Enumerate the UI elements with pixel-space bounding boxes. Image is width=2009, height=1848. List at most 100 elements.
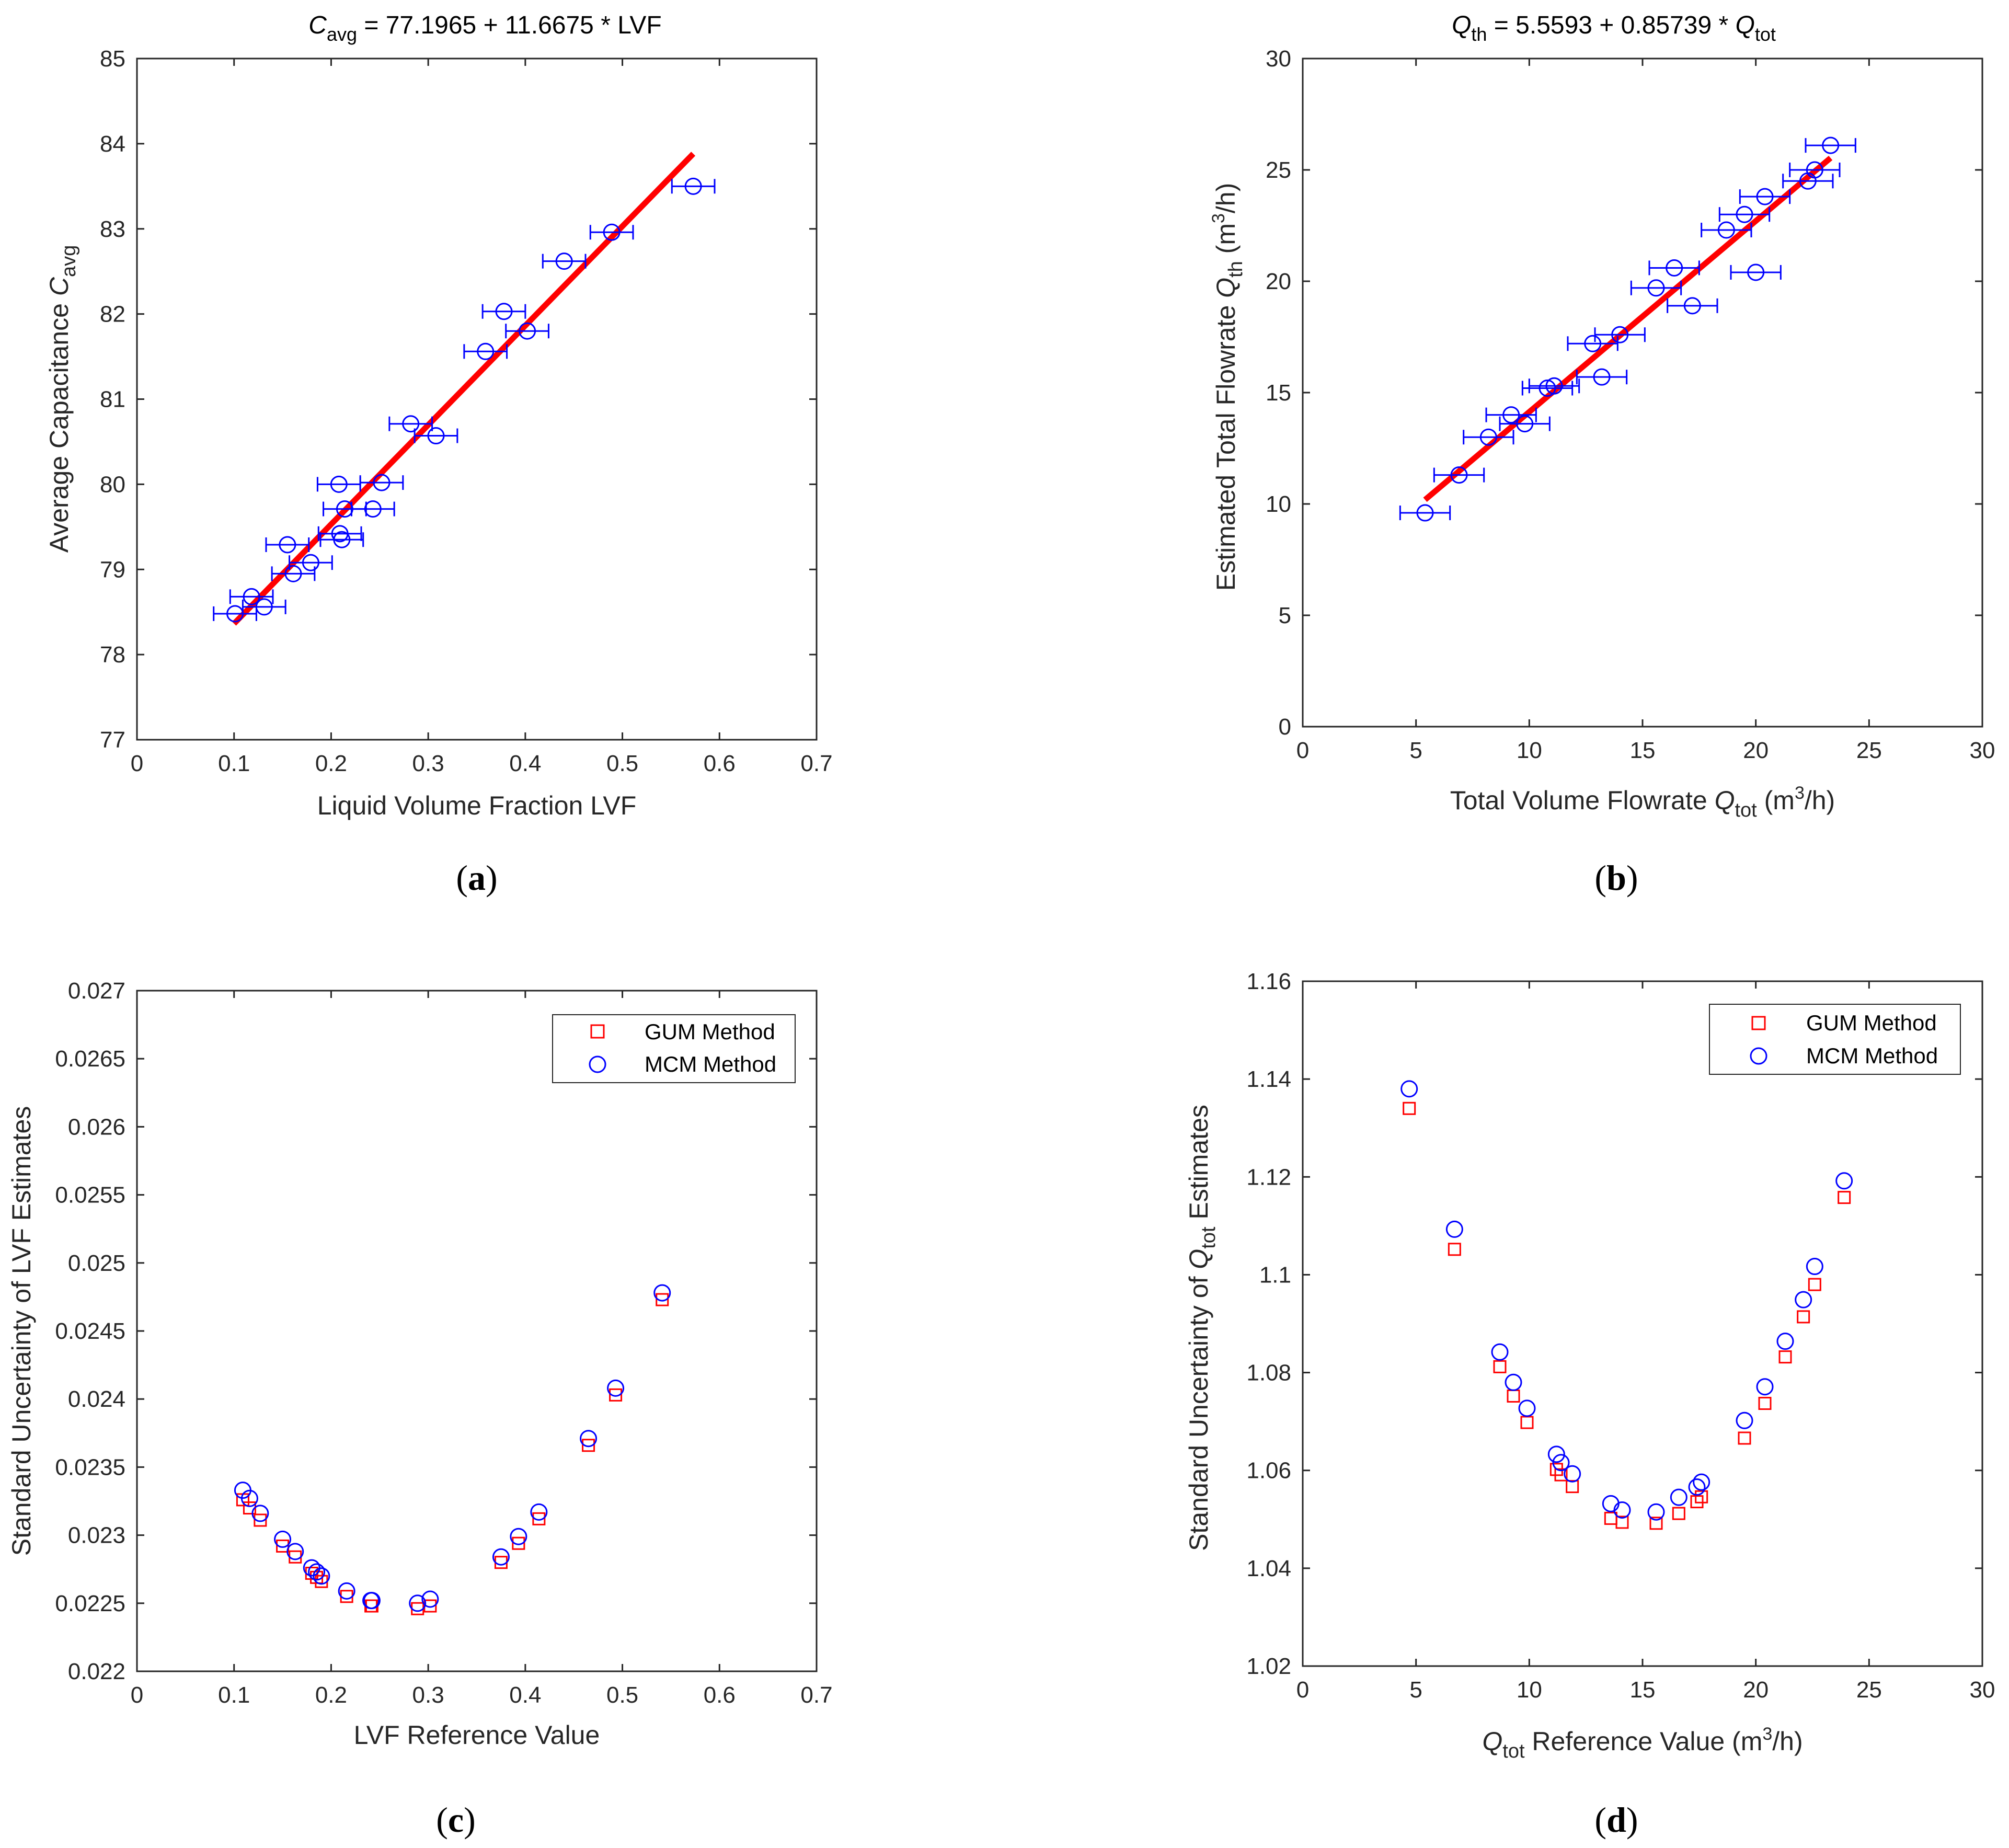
panel-d-mcm-point bbox=[1400, 1080, 1418, 1098]
panel-b-y-ticks: 0 5 10 15 20 25 30 bbox=[1266, 46, 1982, 740]
panel-c-gum-point bbox=[276, 1539, 290, 1553]
panel-c-y-tick-label: 0.027 bbox=[68, 978, 125, 1004]
panel-b-data-point bbox=[1683, 297, 1701, 315]
panel-a-data-point bbox=[427, 427, 445, 445]
panel-c-mcm-point bbox=[510, 1528, 527, 1545]
panel-b-data-point bbox=[1822, 136, 1840, 154]
panel-d-mcm-point bbox=[1445, 1220, 1463, 1238]
panel-d-x-tick-label: 10 bbox=[1517, 1677, 1542, 1703]
panel-c-mcm-point bbox=[251, 1505, 269, 1522]
panel-b-title: Qth = 5.5593 + 0.85739 * Qtot bbox=[1452, 12, 1776, 45]
panel-a-data-point bbox=[243, 588, 260, 605]
panel-c-mcm-point bbox=[338, 1582, 355, 1600]
panel-d-x-ticks: 0 5 10 15 20 25 30 bbox=[1296, 981, 1995, 1703]
panel-a-y-tick-label: 85 bbox=[100, 46, 125, 72]
panel-c-mcm-point bbox=[653, 1284, 671, 1302]
panel-d-caption: (d) bbox=[1594, 1800, 1638, 1840]
panel-d-x-tick-label: 25 bbox=[1856, 1677, 1882, 1703]
panel-b-x-tick-label: 30 bbox=[1970, 738, 1995, 763]
panel-c-y-tick-label: 0.022 bbox=[68, 1659, 125, 1684]
panel-b-x-tick-label: 20 bbox=[1743, 738, 1769, 763]
panel-b-data-point bbox=[1611, 326, 1629, 343]
panel-d-gum-point bbox=[1649, 1517, 1663, 1530]
panel-d-legend: GUM Method MCM Method bbox=[1709, 1004, 1961, 1075]
panel-c-x-tick-label: 0.3 bbox=[412, 1682, 444, 1708]
panel-d-legend-box bbox=[1709, 1004, 1961, 1075]
panel-d-mcm-point bbox=[1736, 1411, 1753, 1429]
panel-c-x-tick-label: 0.5 bbox=[606, 1682, 638, 1708]
panel-d-mcm-point bbox=[1795, 1291, 1812, 1308]
panel-c-mcm-point bbox=[409, 1594, 427, 1612]
panel-d-x-tick-label: 5 bbox=[1409, 1677, 1422, 1703]
panel-b-x-tick-label: 15 bbox=[1630, 738, 1656, 763]
panel-d-y-label: Standard Uncertainty of Qtot Estimates bbox=[1184, 1105, 1220, 1551]
panel-b-data-point bbox=[1516, 415, 1534, 433]
panel-a-data-point bbox=[331, 525, 349, 543]
panel-a-plot-area bbox=[136, 58, 818, 741]
panel-a-x-tick-label: 0.2 bbox=[315, 751, 347, 776]
panel-d-mcm-point bbox=[1552, 1454, 1570, 1472]
panel-b-x-label: Total Volume Flowrate Qtot (m3/h) bbox=[1450, 783, 1835, 821]
panel-c-y-tick-label: 0.023 bbox=[68, 1523, 125, 1548]
panel-d-gum-point bbox=[1493, 1360, 1507, 1373]
panel-a-x-tick-label: 0.1 bbox=[218, 751, 250, 776]
panel-a-y-tick-label: 83 bbox=[100, 216, 125, 242]
panel-d-y-tick-label: 1.16 bbox=[1246, 969, 1291, 994]
panel-b-points-layer bbox=[1399, 136, 1856, 522]
panel-a-data-point bbox=[477, 342, 495, 360]
panel-a-x-tick-label: 0.7 bbox=[800, 751, 832, 776]
panel-a-y-label: Average Capacitance Cavg bbox=[44, 245, 80, 553]
panel-a-y-tick-label: 79 bbox=[100, 557, 125, 582]
panel-a-chart: Cavg = 77.1965 + 11.6675 * LVF 0 0.1 0.2 0.… bbox=[44, 12, 833, 898]
panel-b-data-point bbox=[1806, 161, 1823, 179]
panel-a-y-tick-label: 82 bbox=[100, 302, 125, 327]
panel-c-mcm-point bbox=[286, 1543, 304, 1560]
panel-d-y-tick-label: 1.14 bbox=[1246, 1066, 1291, 1092]
panel-c-gum-point bbox=[512, 1536, 525, 1550]
panel-c-y-tick-label: 0.0245 bbox=[55, 1318, 125, 1344]
panel-b-data-point bbox=[1545, 377, 1563, 395]
panel-b-data-point bbox=[1416, 504, 1434, 522]
panel-b-y-tick-label: 5 bbox=[1279, 603, 1291, 628]
panel-a-data-point bbox=[284, 565, 302, 582]
panel-d-mcm-point bbox=[1518, 1399, 1536, 1417]
panel-d-gum-point bbox=[1566, 1480, 1579, 1494]
panel-d-mcm-point bbox=[1688, 1478, 1706, 1496]
panel-c-gum-point bbox=[532, 1512, 546, 1525]
panel-a-x-tick-label: 0.3 bbox=[412, 751, 444, 776]
panel-d-y-tick-label: 1.06 bbox=[1246, 1458, 1291, 1484]
panel-c-legend-gum-label: GUM Method bbox=[645, 1019, 775, 1044]
panel-c-mcm-point bbox=[313, 1567, 330, 1585]
panel-d-legend-gum-label: GUM Method bbox=[1806, 1011, 1937, 1035]
panel-d-x-tick-label: 30 bbox=[1970, 1677, 1995, 1703]
panel-a-y-ticks: 77 78 79 80 81 82 83 84 85 bbox=[100, 46, 817, 753]
panel-b-y-tick-label: 20 bbox=[1266, 269, 1291, 294]
panel-d-mcm-point bbox=[1491, 1343, 1509, 1361]
panel-b-x-tick-label: 0 bbox=[1296, 738, 1309, 763]
panel-d-gum-point bbox=[1695, 1490, 1708, 1503]
panel-c-y-tick-label: 0.0225 bbox=[55, 1591, 125, 1616]
panel-d-x-tick-label: 15 bbox=[1630, 1677, 1656, 1703]
panel-d-mcm-point bbox=[1835, 1172, 1853, 1190]
panel-a-x-tick-label: 0.5 bbox=[606, 751, 638, 776]
panel-b-x-tick-label: 25 bbox=[1856, 738, 1882, 763]
panel-d-mcm-point bbox=[1613, 1501, 1631, 1519]
panel-b-data-point bbox=[1747, 263, 1765, 281]
panel-d-gum-point bbox=[1448, 1243, 1461, 1256]
panel-d-mcm-point bbox=[1505, 1373, 1522, 1391]
panel-b-y-tick-label: 0 bbox=[1279, 714, 1291, 740]
panel-d-gum-point bbox=[1758, 1397, 1772, 1410]
panel-d-gum-point bbox=[1690, 1495, 1704, 1509]
panel-b-data-point bbox=[1736, 205, 1753, 223]
panel-b-data-point bbox=[1479, 428, 1497, 446]
panel-a-data-point bbox=[519, 322, 536, 340]
panel-d-mcm-point bbox=[1756, 1378, 1774, 1396]
panel-c-y-tick-label: 0.026 bbox=[68, 1114, 125, 1140]
panel-b-data-point bbox=[1584, 335, 1602, 352]
panel-c-gum-point bbox=[609, 1388, 623, 1402]
panel-d-y-ticks: 1.02 1.04 1.06 1.08 1.1 1.12 1.14 1.16 bbox=[1246, 969, 1982, 1679]
panel-b-y-tick-label: 10 bbox=[1266, 491, 1291, 517]
panel-c-plot-area bbox=[136, 990, 818, 1672]
panel-d-x-tick-label: 20 bbox=[1743, 1677, 1769, 1703]
panel-b-data-point bbox=[1666, 259, 1683, 277]
